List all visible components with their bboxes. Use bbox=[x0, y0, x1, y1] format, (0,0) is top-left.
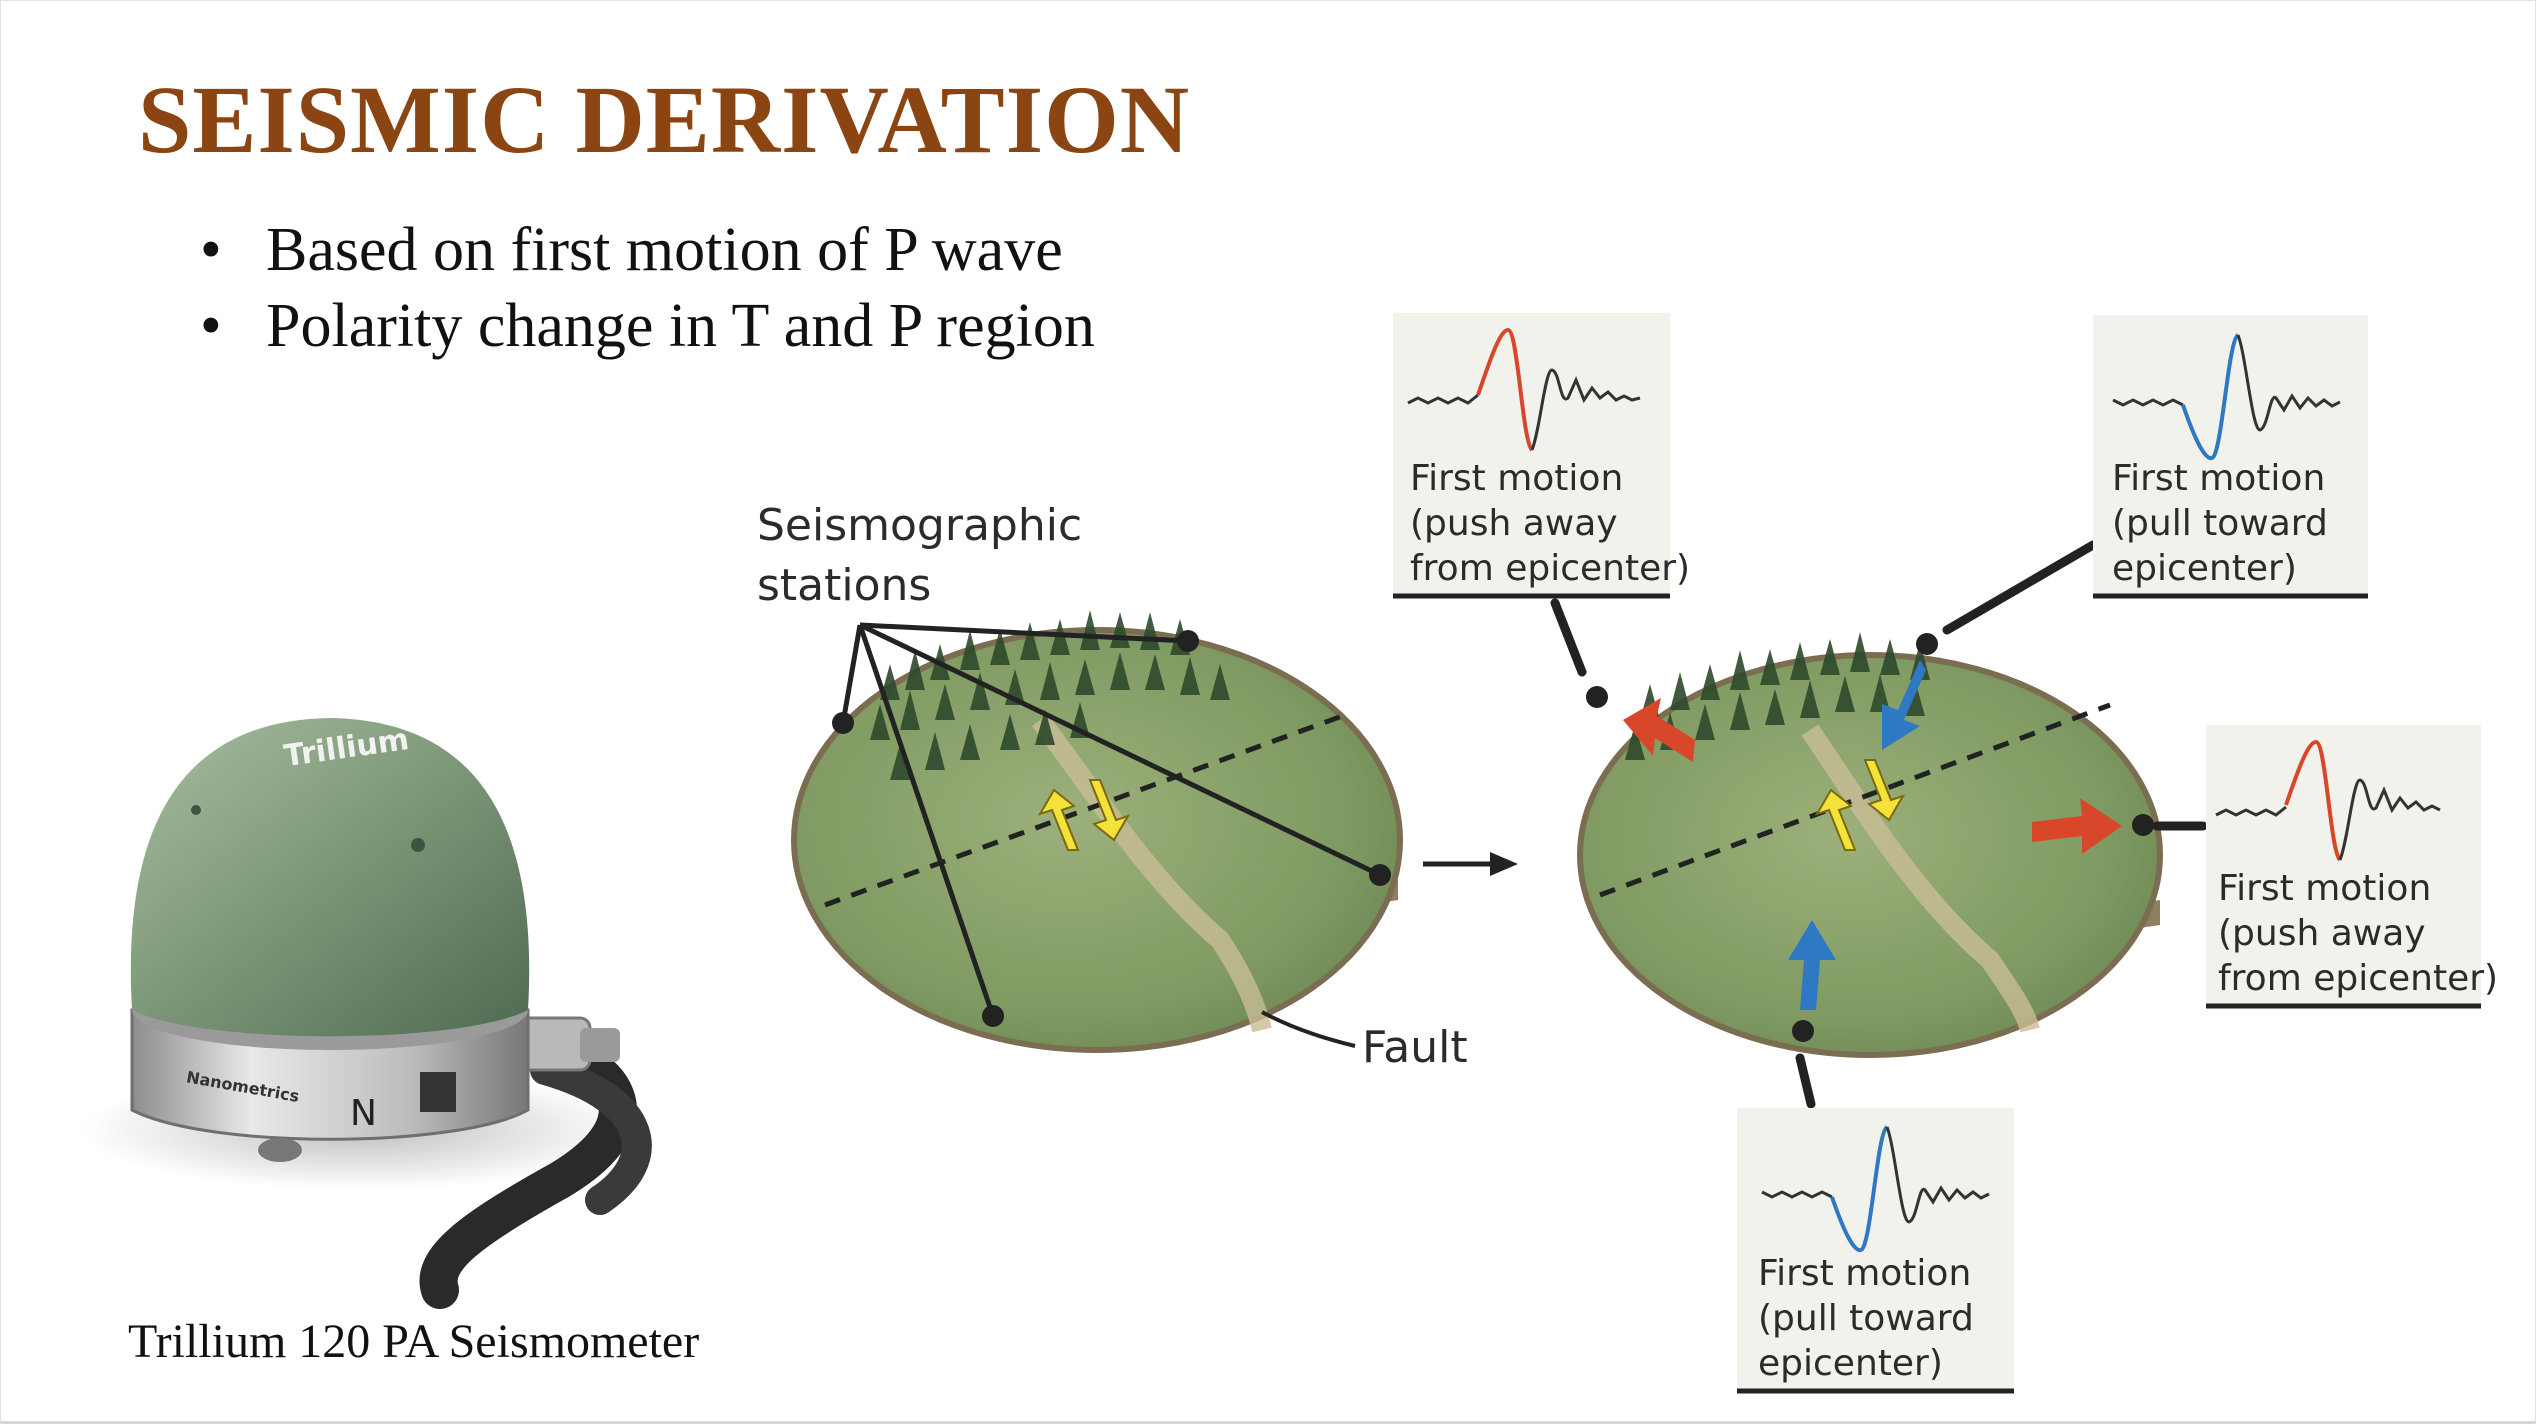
seismographic-station-dots bbox=[832, 630, 1391, 1027]
slide-title: SEISMIC DERIVATION bbox=[138, 66, 1191, 173]
box-text-line: (pull toward bbox=[1758, 1298, 1974, 1339]
stations-label: stations bbox=[757, 560, 931, 611]
pull-arrow bbox=[1882, 660, 1926, 750]
first-motion-box-push-1: First motion (push away from epicenter) bbox=[1393, 313, 1690, 599]
seismographic-station-dots bbox=[1586, 633, 2154, 1042]
seismometer-caption: Trillium 120 PA Seismometer bbox=[128, 1315, 700, 1368]
box-text-line: (push away bbox=[1410, 503, 1618, 544]
box-text-line: First motion bbox=[1758, 1253, 1971, 1294]
waveform-first-motion bbox=[2181, 333, 2240, 461]
box-text-line: (push away bbox=[2218, 913, 2426, 954]
box-text-line: epicenter) bbox=[1758, 1343, 1943, 1384]
first-motion-box-push-2: First motion (push away from epicenter) bbox=[2206, 725, 2498, 1009]
terrain-after bbox=[1550, 540, 2208, 1109]
box-text-line: from epicenter) bbox=[2218, 958, 2498, 999]
box-text-line: First motion bbox=[2218, 868, 2431, 909]
fault-motion-arrows bbox=[1814, 759, 1906, 851]
box-text-line: First motion bbox=[1410, 458, 1623, 499]
bullet-item: Polarity change in T and P region bbox=[200, 288, 1095, 364]
box-text-line: from epicenter) bbox=[1410, 548, 1690, 589]
waveform-first-motion bbox=[1830, 1125, 1889, 1253]
box-text-line: epicenter) bbox=[2112, 548, 2297, 589]
stations-label: Seismographic bbox=[757, 500, 1082, 551]
box-text-line: First motion bbox=[2112, 458, 2325, 499]
forest bbox=[1625, 632, 1930, 760]
pull-arrow bbox=[1788, 920, 1836, 1010]
terrain-before: Seismographic stations Fault bbox=[757, 500, 1468, 1073]
fault-label: Fault bbox=[1362, 1022, 1468, 1073]
seismometer-marking: N bbox=[350, 1093, 377, 1134]
box-connector-lines bbox=[1550, 540, 2208, 1109]
nodal-plane-line bbox=[1599, 702, 2111, 898]
bullet-list: Based on first motion of P wave Polarity… bbox=[200, 212, 1095, 364]
fault-motion-arrows bbox=[1037, 779, 1131, 851]
push-arrow bbox=[1623, 698, 1695, 762]
push-arrow bbox=[2032, 798, 2122, 854]
first-motion-box-pull-2: First motion (pull toward epicenter) bbox=[1737, 1108, 2014, 1394]
waveform-first-motion bbox=[2284, 739, 2342, 862]
first-motion-box-pull-1: First motion (pull toward epicenter) bbox=[2093, 315, 2368, 599]
station-pointer-lines bbox=[840, 622, 1382, 1017]
waveform-first-motion bbox=[1476, 327, 1534, 452]
forest bbox=[870, 610, 1230, 780]
box-text-line: (pull toward bbox=[2112, 503, 2328, 544]
bullet-item: Based on first motion of P wave bbox=[200, 212, 1095, 288]
seismometer-image: Trillium Nanometrics N bbox=[80, 718, 652, 1309]
transition-arrow bbox=[1423, 852, 1518, 876]
nodal-plane-line bbox=[824, 712, 1346, 908]
